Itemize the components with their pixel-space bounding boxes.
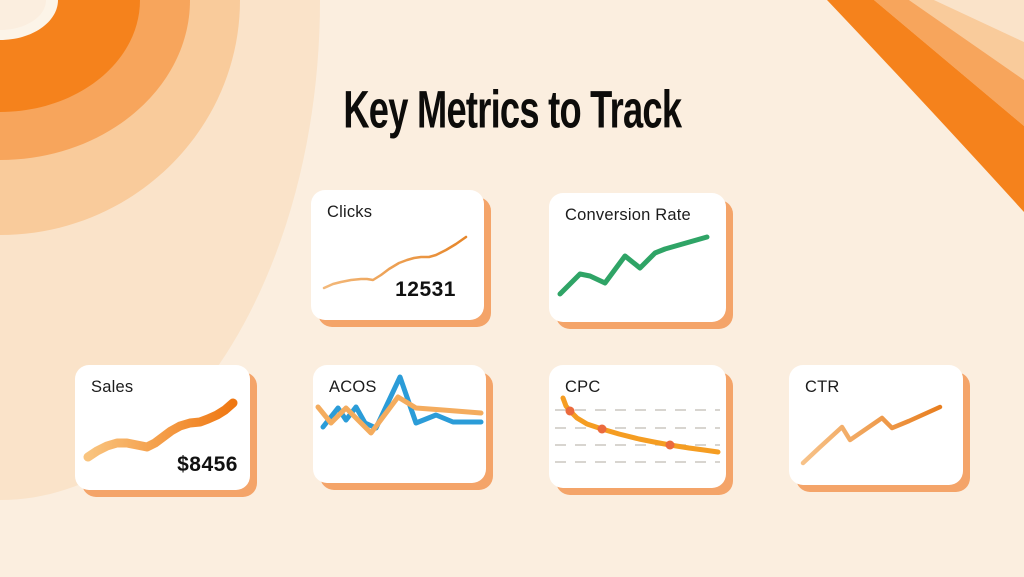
metric-label-clicks: Clicks: [327, 203, 373, 221]
clicks-trend-chart: [311, 190, 484, 320]
metric-label-acos: ACOS: [329, 378, 377, 396]
metric-card-sales: Sales $8456: [75, 365, 250, 490]
metric-card-cpc: CPC: [549, 365, 726, 488]
metric-card-conversion-rate: Conversion Rate: [549, 193, 726, 322]
metric-card-acos: ACOS: [313, 365, 486, 483]
cpc-trend-chart: [549, 365, 726, 488]
metric-value-sales: $8456: [177, 453, 238, 476]
ctr-trend-chart: [789, 365, 963, 485]
sales-trend-chart: [75, 365, 250, 490]
page-title: Key Metrics to Track: [0, 80, 1024, 140]
conversion-rate-trend-chart: [549, 193, 726, 322]
metric-card-clicks: Clicks 12531: [311, 190, 484, 320]
page-title-text: Key Metrics to Track: [343, 80, 682, 140]
metric-label-sales: Sales: [91, 378, 134, 396]
metric-label-cpc: CPC: [565, 378, 601, 396]
acos-trend-chart: [313, 365, 486, 483]
metric-card-ctr: CTR: [789, 365, 963, 485]
metric-value-clicks: 12531: [395, 278, 456, 301]
metric-label-ctr: CTR: [805, 378, 840, 396]
metric-label-conversion-rate: Conversion Rate: [565, 206, 691, 224]
